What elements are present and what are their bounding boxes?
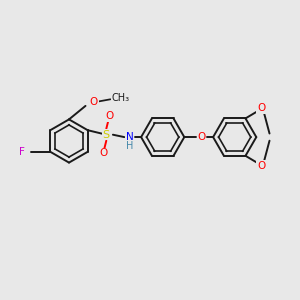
Text: CH₃: CH₃ bbox=[111, 93, 129, 103]
Text: O: O bbox=[99, 148, 107, 158]
Text: F: F bbox=[20, 147, 25, 157]
Text: O: O bbox=[105, 111, 113, 121]
Text: N: N bbox=[126, 132, 134, 142]
Text: O: O bbox=[90, 97, 98, 107]
Text: O: O bbox=[257, 161, 265, 171]
Text: O: O bbox=[257, 103, 265, 113]
Text: S: S bbox=[103, 130, 110, 140]
Text: H: H bbox=[126, 141, 134, 151]
Text: O: O bbox=[198, 132, 206, 142]
